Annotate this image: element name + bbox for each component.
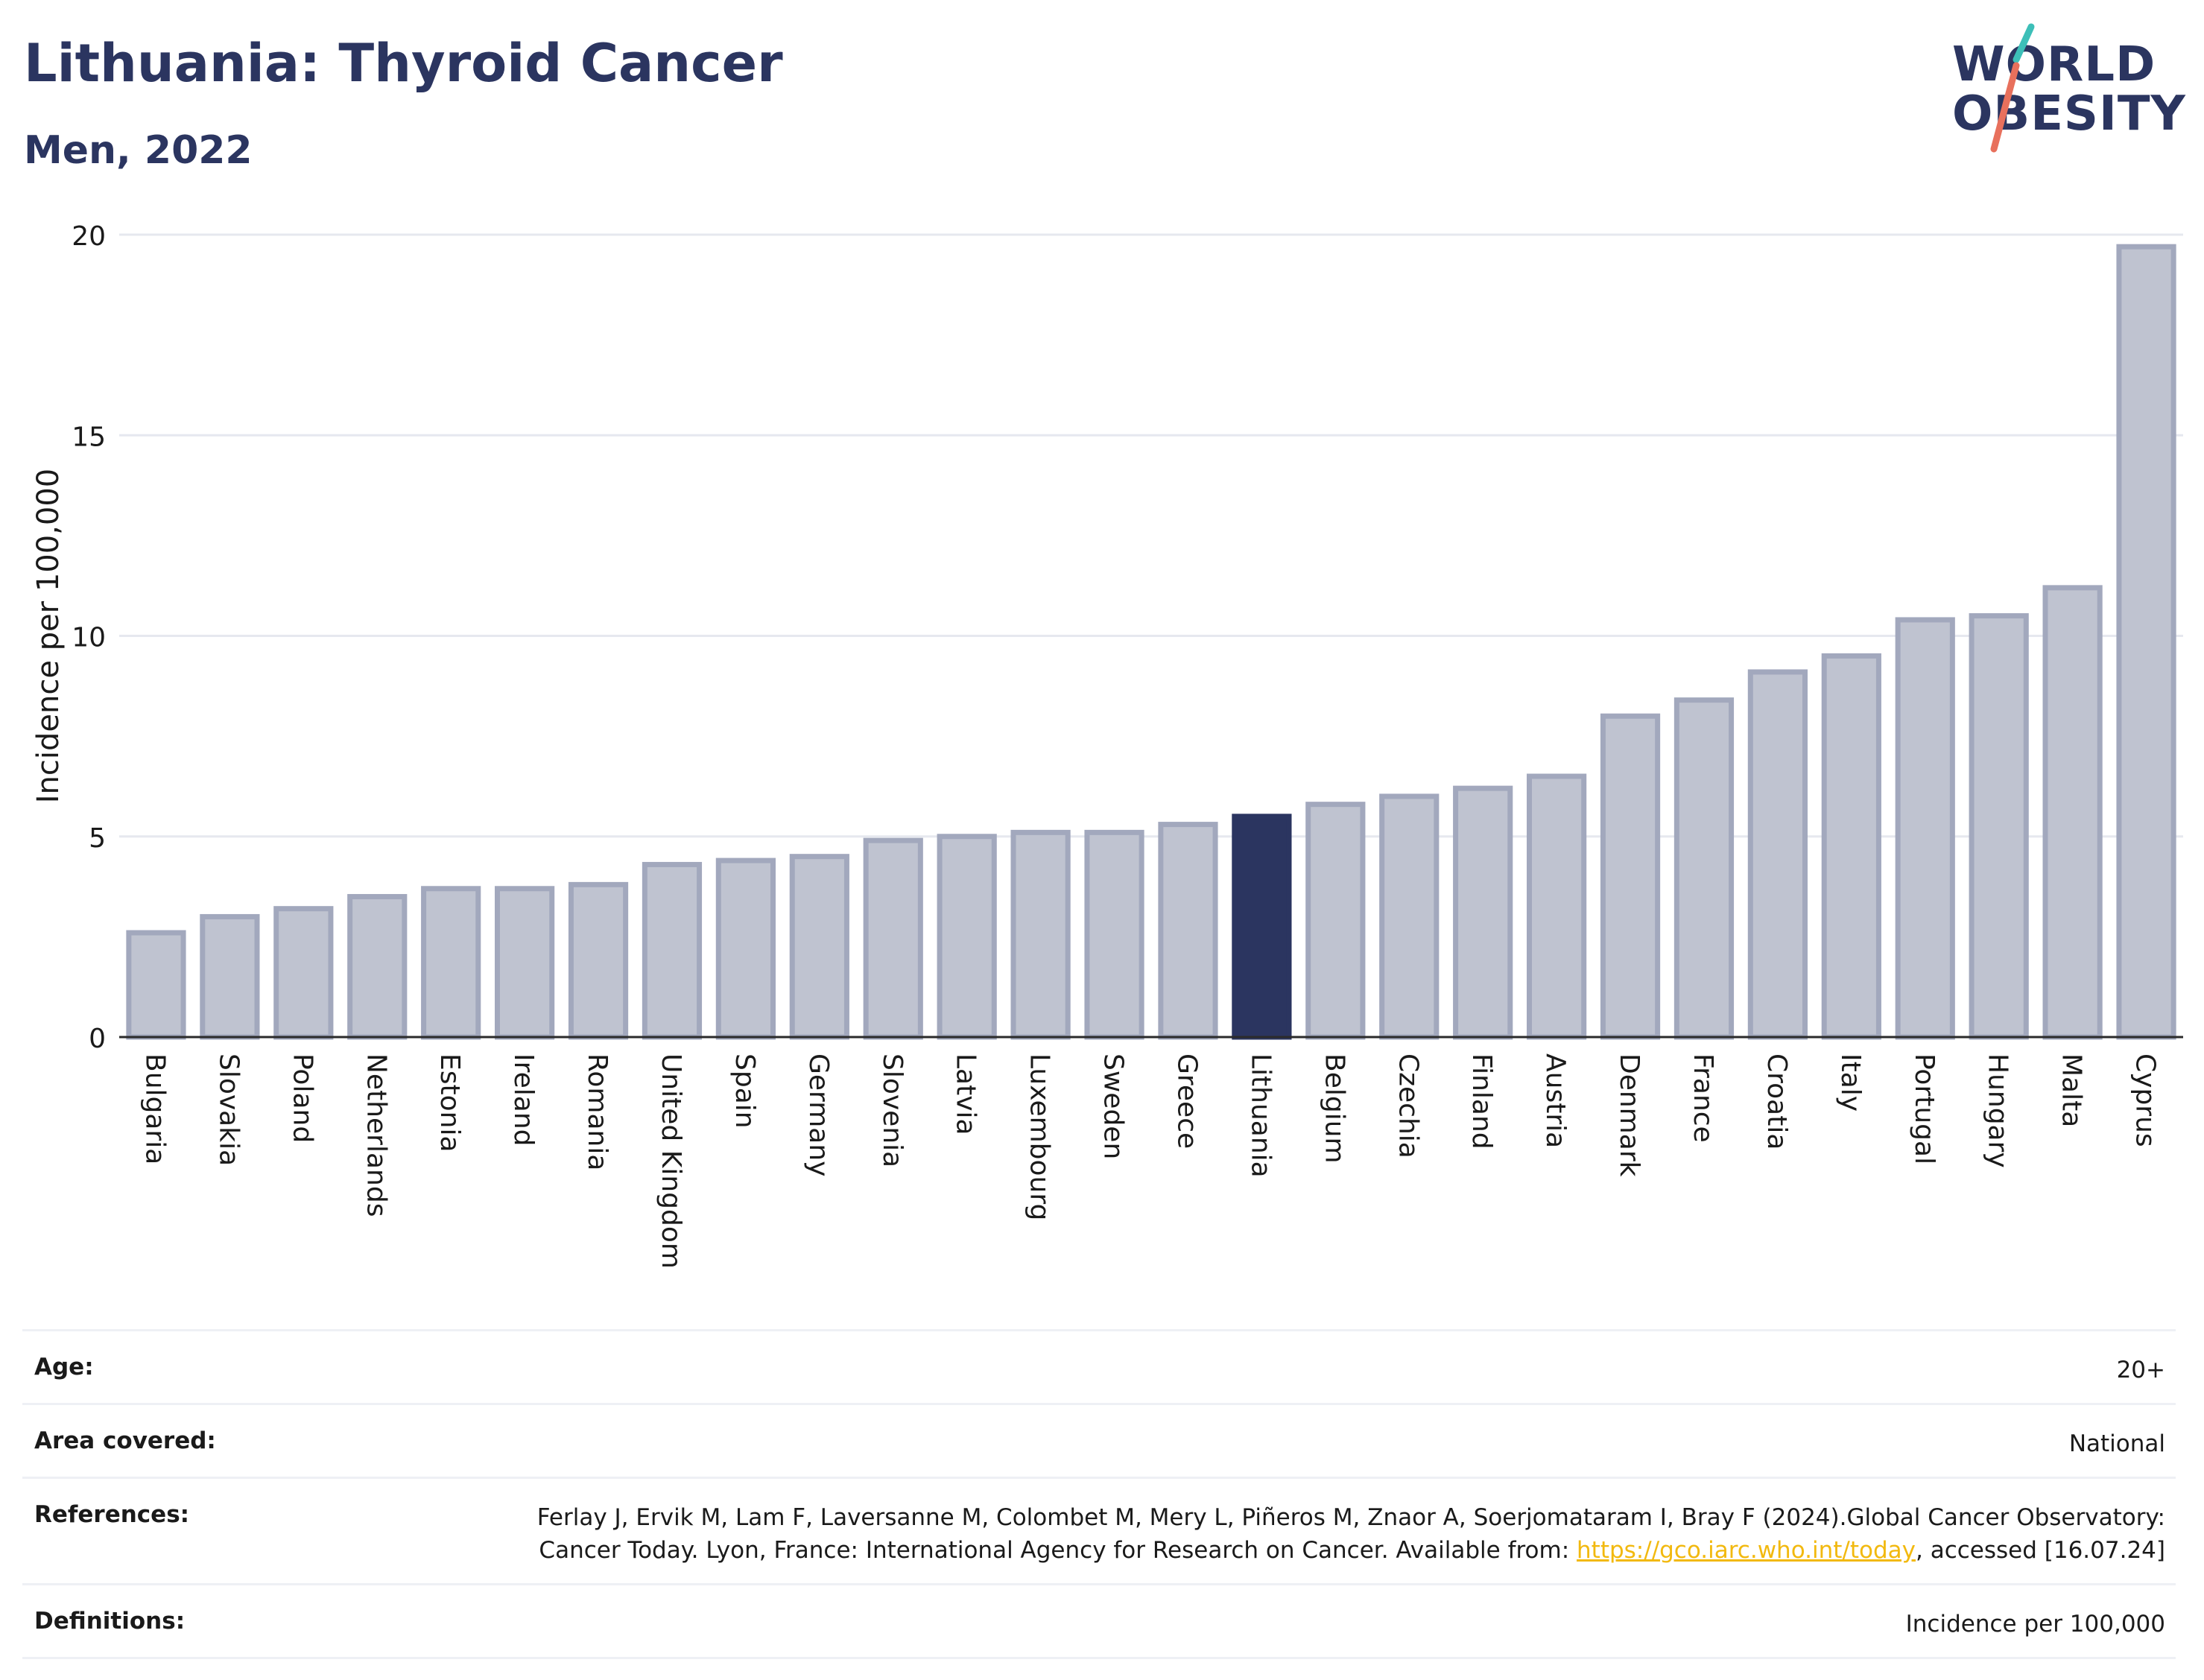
y-tick-label: 15 xyxy=(72,422,106,452)
x-tick-label: Belgium xyxy=(1319,1053,1349,1164)
y-tick-label: 20 xyxy=(72,221,106,252)
info-row-definitions: Definitions: Incidence per 100,000 xyxy=(22,1583,2176,1659)
x-tick-label: Bulgaria xyxy=(139,1053,170,1164)
x-tick-label: Hungary xyxy=(1983,1053,2013,1168)
bar xyxy=(568,881,629,1040)
bar xyxy=(863,837,923,1040)
x-tick-label: Slovenia xyxy=(877,1053,908,1167)
references-text-1: Ferlay J, Ervik M, Lam F, Laversanne M, … xyxy=(536,1504,2165,1564)
x-tick-label: Ireland xyxy=(508,1053,539,1147)
x-tick-label: Malta xyxy=(2056,1053,2087,1127)
references-value: Ferlay J, Ervik M, Lam F, Laversanne M, … xyxy=(452,1501,2165,1567)
x-tick-label: Netherlands xyxy=(361,1053,391,1217)
bar xyxy=(495,886,555,1040)
x-tick-label: Portugal xyxy=(1909,1053,1939,1164)
x-tick-label: Germany xyxy=(803,1053,834,1176)
x-tick-label: Finland xyxy=(1466,1053,1497,1150)
chart-title: Lithuania: Thyroid Cancer xyxy=(24,33,783,94)
age-value: 20+ xyxy=(2116,1357,2165,1383)
bar xyxy=(715,858,776,1040)
bar xyxy=(1158,822,1218,1040)
x-tick-label: Sweden xyxy=(1098,1053,1129,1159)
x-tick-label: Czechia xyxy=(1393,1053,1423,1158)
x-tick-label: Croatia xyxy=(1761,1053,1792,1150)
x-tick-label: Italy xyxy=(1835,1053,1866,1112)
x-tick-label: Slovakia xyxy=(213,1053,244,1166)
definitions-value: Incidence per 100,000 xyxy=(1905,1611,2165,1638)
info-row-area: Area covered: National xyxy=(22,1403,2176,1477)
references-link[interactable]: https://gco.iarc.who.int/today xyxy=(1577,1537,1916,1564)
y-tick-label: 0 xyxy=(89,1024,106,1054)
references-text-2: , accessed [16.07.24] xyxy=(1915,1537,2165,1564)
bar xyxy=(789,854,849,1040)
x-tick-label: Cyprus xyxy=(2130,1053,2161,1147)
logo-line-1: WORLD xyxy=(1952,37,2156,92)
x-tick-label: Austria xyxy=(1540,1053,1571,1148)
info-table: Age: 20+ Area covered: National Referenc… xyxy=(22,1329,2176,1659)
bar xyxy=(1673,697,1735,1040)
bar xyxy=(1821,653,1881,1040)
x-tick-label: Greece xyxy=(1171,1053,1202,1149)
bar-highlight xyxy=(1232,814,1292,1040)
x-tick-label: Denmark xyxy=(1614,1053,1644,1177)
bar xyxy=(273,906,334,1040)
bar xyxy=(1453,785,1513,1040)
chart-subtitle: Men, 2022 xyxy=(24,128,253,173)
bar xyxy=(126,930,186,1040)
bar xyxy=(1969,613,2029,1040)
bar xyxy=(200,913,260,1040)
logo-line-2: OBESITY xyxy=(1952,86,2186,142)
bar xyxy=(421,886,481,1040)
x-tick-label: Spain xyxy=(729,1053,760,1129)
area-value: National xyxy=(2068,1430,2165,1457)
bar xyxy=(1527,773,1587,1040)
bar xyxy=(1084,829,1144,1040)
bar xyxy=(1379,793,1440,1040)
logo-slash-icon xyxy=(1990,23,2035,153)
references-label: References: xyxy=(34,1501,190,1528)
x-tick-label: United Kingdom xyxy=(656,1053,686,1269)
bar xyxy=(347,894,408,1040)
x-tick-label: Estonia xyxy=(434,1053,465,1153)
info-row-references: References: Ferlay J, Ervik M, Lam F, La… xyxy=(22,1477,2176,1583)
world-obesity-logo: WORLD OBESITY xyxy=(1937,21,2191,162)
y-tick-label: 10 xyxy=(72,623,106,653)
x-tick-label: Lithuania xyxy=(1245,1053,1276,1178)
bar xyxy=(2116,244,2176,1040)
definitions-label: Definitions: xyxy=(34,1608,186,1635)
bar xyxy=(1600,713,1661,1040)
info-row-age: Age: 20+ xyxy=(22,1329,2176,1403)
y-axis-label: Incidence per 100,000 xyxy=(31,469,66,804)
x-tick-label: Romania xyxy=(582,1053,612,1170)
bar xyxy=(1895,617,1955,1040)
age-label: Age: xyxy=(34,1354,94,1381)
bar-chart: 0 5 10 15 20 Incidence per 100,000 Bulgaria Slo… xyxy=(31,221,2183,1269)
bar xyxy=(2042,585,2103,1040)
bar xyxy=(1010,829,1071,1040)
bar xyxy=(1747,669,1808,1040)
area-label: Area covered: xyxy=(34,1427,216,1454)
x-tick-label: Latvia xyxy=(951,1053,981,1135)
y-tick-label: 5 xyxy=(89,823,106,854)
bar xyxy=(937,834,997,1040)
x-tick-label: France xyxy=(1688,1053,1718,1143)
x-tick-label: Luxembourg xyxy=(1025,1053,1055,1220)
bar xyxy=(1305,802,1366,1040)
x-tick-label: Poland xyxy=(287,1053,317,1143)
bar xyxy=(642,861,703,1040)
